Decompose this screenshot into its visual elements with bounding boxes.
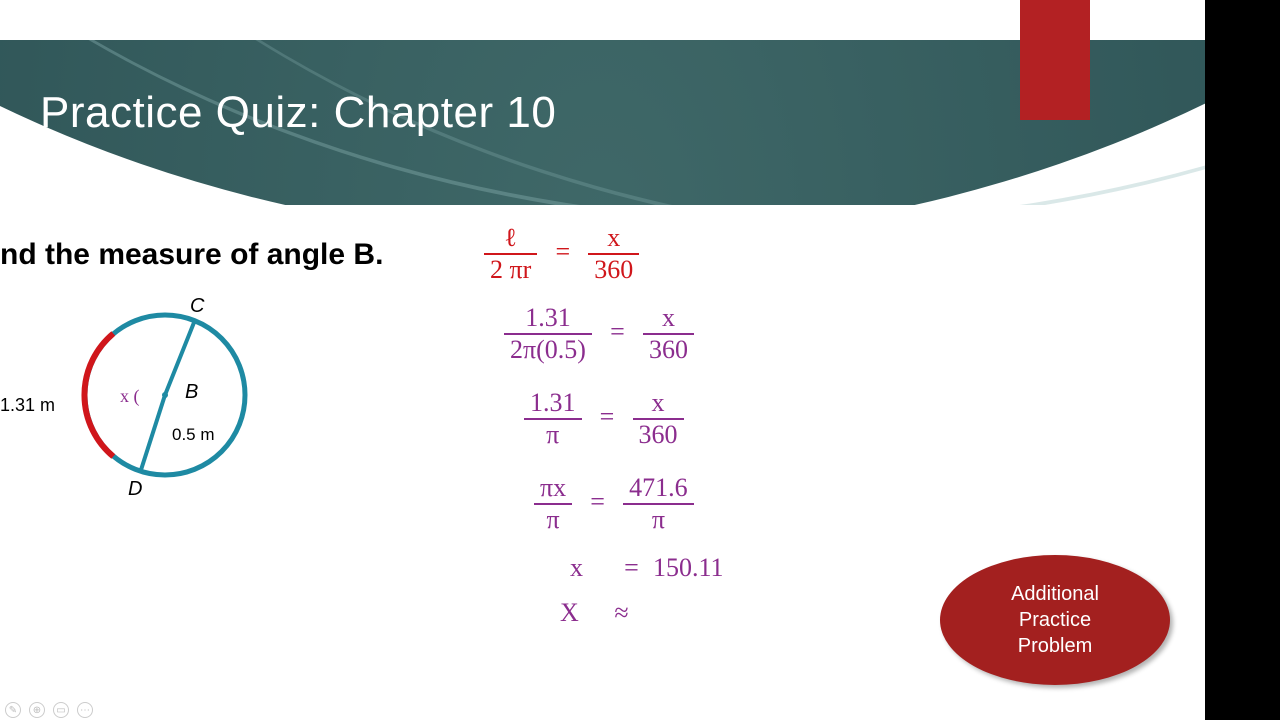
angle-marker-x: x ( bbox=[120, 386, 140, 407]
work-line-6: X ≈ bbox=[560, 600, 637, 626]
radius-label: 0.5 m bbox=[172, 425, 215, 444]
radius-bd bbox=[140, 395, 165, 473]
pen-icon[interactable]: ✎ bbox=[5, 702, 21, 718]
red-ribbon bbox=[1020, 0, 1090, 120]
badge-line2: Practice bbox=[1019, 607, 1091, 633]
center-dot bbox=[162, 392, 168, 398]
circle-diagram: C B D x ( 0.5 m bbox=[50, 290, 280, 510]
more-icon[interactable]: ⋯ bbox=[77, 702, 93, 718]
work-line-1: ℓ2 πr = x360 bbox=[480, 225, 643, 283]
badge-line1: Additional bbox=[1011, 581, 1099, 607]
additional-practice-badge: Additional Practice Problem bbox=[940, 555, 1170, 685]
label-b: B bbox=[185, 381, 198, 403]
arc-cd bbox=[84, 334, 113, 457]
presentation-controls[interactable]: ✎ ⊕ ▭ ⋯ bbox=[5, 702, 93, 718]
question-text: nd the measure of angle B. bbox=[0, 238, 383, 272]
label-c: C bbox=[190, 295, 205, 317]
zoom-icon[interactable]: ⊕ bbox=[29, 702, 45, 718]
slide-title: Practice Quiz: Chapter 10 bbox=[40, 88, 556, 138]
work-line-4: πxπ = 471.6π bbox=[530, 475, 698, 533]
view-icon[interactable]: ▭ bbox=[53, 702, 69, 718]
right-black-bar bbox=[1205, 0, 1280, 720]
work-line-3: 1.31π = x360 bbox=[520, 390, 688, 448]
label-d: D bbox=[128, 478, 142, 500]
badge-line3: Problem bbox=[1018, 633, 1092, 659]
arc-length-label: 1.31 m bbox=[0, 395, 55, 416]
work-line-2: 1.312π(0.5) = x360 bbox=[500, 305, 698, 363]
work-line-5: x = 150.11 bbox=[570, 555, 724, 581]
